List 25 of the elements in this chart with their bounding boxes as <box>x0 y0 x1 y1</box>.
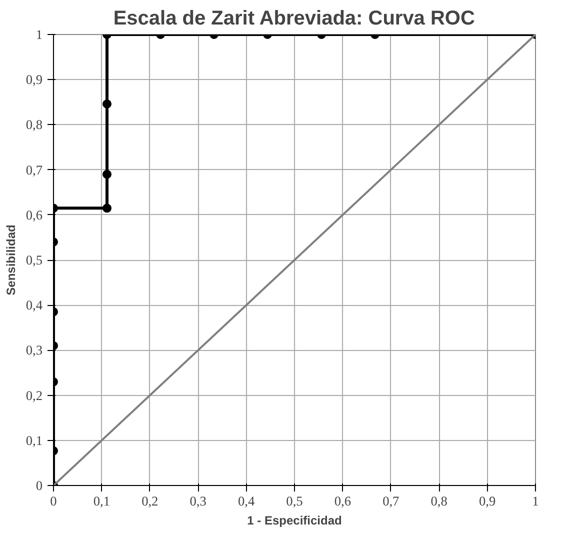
y-tick-label: 0,9 <box>26 72 43 88</box>
y-tick-label: 0,4 <box>26 298 43 313</box>
x-tick-label: 0,3 <box>190 494 207 508</box>
y-tick-label: 0,1 <box>26 432 43 448</box>
x-axis-title: 1 - Especificidad <box>247 514 342 528</box>
x-tick-label: 0,7 <box>382 494 400 508</box>
x-tick-label: 0 <box>50 494 58 508</box>
x-tick-label: 0,4 <box>238 494 255 508</box>
y-tick-label: 0 <box>36 478 43 493</box>
x-tick-label: 0,6 <box>334 494 352 508</box>
y-tick-label: 0,3 <box>26 342 43 358</box>
x-tick-label: 0,2 <box>142 494 158 508</box>
y-tick-label: 0,6 <box>26 207 43 222</box>
x-tick-label: 0,8 <box>430 494 448 508</box>
x-tick-label: 0,1 <box>93 494 110 508</box>
chart-title: Escala de Zarit Abreviada: Curva ROC <box>113 8 475 30</box>
x-tick-label: 1 <box>532 494 539 508</box>
y-tick-label: 1 <box>36 27 43 42</box>
y-tick-label: 0,8 <box>26 117 43 132</box>
x-tick-label: 0,5 <box>286 494 304 508</box>
x-tick-label: 0,9 <box>478 494 496 508</box>
y-tick-label: 0,5 <box>26 252 43 268</box>
y-tick-label: 0,7 <box>26 162 43 178</box>
y-axis-title: Sensibilidad <box>4 224 18 296</box>
y-tick-label: 0,2 <box>26 388 43 403</box>
